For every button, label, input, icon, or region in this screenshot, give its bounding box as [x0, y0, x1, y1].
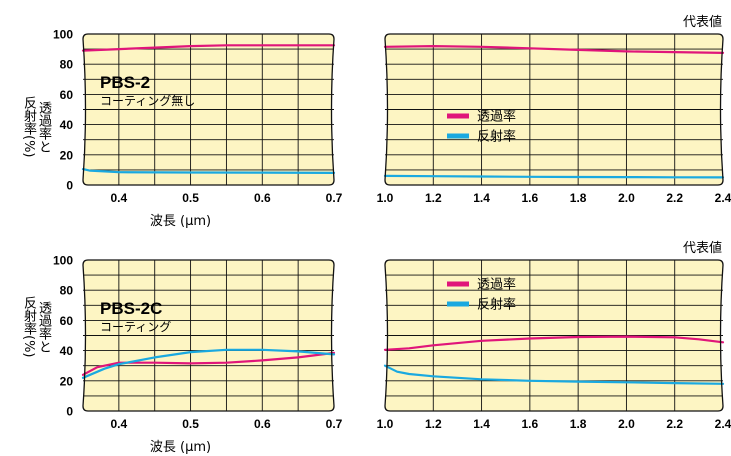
series-line-reflectance	[81, 348, 336, 379]
x-tick-label: 1.8	[570, 417, 587, 431]
series-line-transmittance	[81, 351, 336, 376]
panel-bottom-left	[81, 259, 336, 412]
panel-bottom-right	[383, 259, 725, 412]
legend-label-transmittance: 透過率	[477, 277, 516, 293]
x-tick-label: 0.4	[111, 417, 128, 431]
y-tick-label: 80	[60, 58, 74, 72]
y-tick-label: 0	[66, 179, 73, 193]
x-tick-label: 0.5	[182, 191, 199, 205]
x-tick-label: 1.2	[425, 191, 442, 205]
y-axis-label-line1: 透過率と	[36, 100, 51, 153]
x-tick-label: 1.2	[425, 417, 442, 431]
y-axis-label-line2: 反射率(%)	[21, 96, 36, 158]
y-axis-label-line2: 反射率(%)	[21, 296, 36, 358]
y-tick-label: 40	[60, 118, 74, 132]
x-tick-label: 0.6	[254, 191, 271, 205]
x-tick-label: 1.6	[522, 417, 539, 431]
legend-label-transmittance: 透過率	[477, 109, 516, 125]
x-tick-label: 2.0	[618, 191, 635, 205]
product-name: PBS-2	[100, 73, 150, 92]
y-tick-label: 20	[60, 374, 74, 388]
plot-frame	[384, 259, 724, 412]
typical-value-note: 代表値	[683, 240, 722, 256]
legend-label-reflectance: 反射率	[477, 297, 516, 313]
series-line-reflectance	[383, 364, 725, 385]
x-tick-label: 2.2	[666, 417, 683, 431]
y-tick-label: 100	[53, 254, 73, 268]
x-tick-label: 2.0	[618, 417, 635, 431]
x-tick-label: 1.8	[570, 191, 587, 205]
y-tick-label: 20	[60, 148, 74, 162]
plot-frame	[384, 33, 724, 186]
product-name: PBS-2C	[100, 299, 162, 318]
x-tick-label: 1.6	[522, 191, 539, 205]
x-tick-label: 2.4	[715, 191, 731, 205]
y-tick-label: 80	[60, 284, 74, 298]
series-line-transmittance	[383, 335, 725, 351]
series-line-reflectance	[383, 174, 725, 179]
x-tick-label: 2.4	[715, 417, 731, 431]
legend-label-reflectance: 反射率	[477, 129, 516, 145]
series-line-transmittance	[81, 44, 336, 52]
coating-label: コーティング	[100, 320, 171, 334]
plot-frame	[82, 259, 335, 412]
x-axis-label: 波長 (μm)	[150, 440, 211, 455]
coating-label: コーティング無し	[100, 93, 195, 108]
plot-frame	[82, 33, 335, 186]
panel-top-left	[81, 33, 336, 186]
y-tick-label: 60	[60, 88, 74, 102]
x-tick-label: 1.4	[473, 191, 490, 205]
typical-value-note: 代表値	[683, 14, 722, 30]
y-axis-label-line1: 透過率と	[36, 300, 51, 353]
y-tick-label: 60	[60, 314, 74, 328]
x-tick-label: 0.6	[254, 417, 271, 431]
x-tick-label: 0.5	[182, 417, 199, 431]
x-tick-label: 0.7	[326, 191, 343, 205]
y-axis-label-bottom: 透過率と 反射率(%)	[9, 296, 51, 358]
y-tick-label: 100	[53, 28, 73, 42]
x-tick-label: 0.4	[111, 191, 128, 205]
series-line-reflectance	[81, 168, 336, 174]
x-axis-label: 波長 (μm)	[150, 214, 211, 229]
panel-top-right	[383, 33, 725, 186]
x-tick-label: 2.2	[666, 191, 683, 205]
y-tick-label: 40	[60, 344, 74, 358]
y-axis-label-top: 透過率と 反射率(%)	[9, 96, 51, 158]
series-line-transmittance	[383, 44, 725, 55]
x-tick-label: 1.0	[377, 191, 394, 205]
x-tick-label: 1.0	[377, 417, 394, 431]
x-tick-label: 0.7	[326, 417, 343, 431]
y-tick-label: 0	[66, 405, 73, 419]
x-tick-label: 1.4	[473, 417, 490, 431]
